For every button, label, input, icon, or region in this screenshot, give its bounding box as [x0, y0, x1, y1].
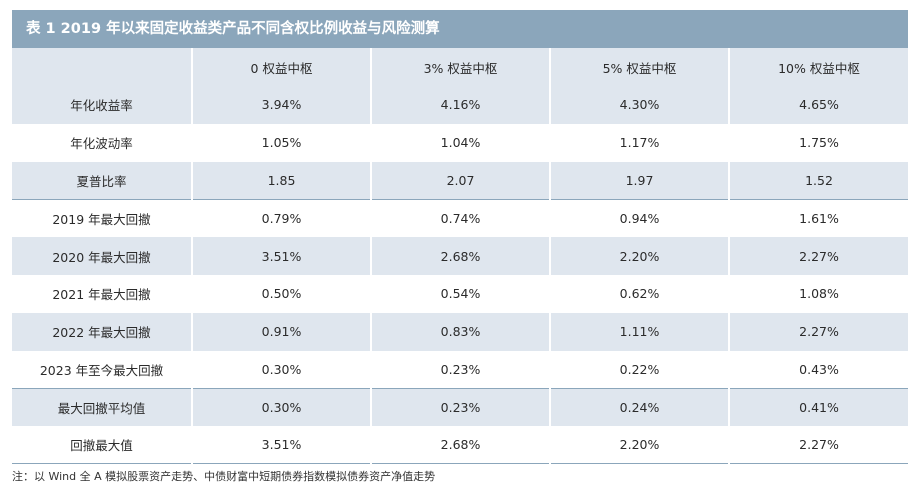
table-cell: 4.16% — [370, 86, 550, 124]
table-cell: 1.08% — [728, 274, 908, 313]
table-cell: 0.43% — [728, 350, 908, 389]
table-cell: 0.30% — [191, 387, 371, 427]
table-cell: 1.11% — [549, 312, 729, 351]
table-row: 年化收益率 3.94% 4.16% 4.30% 4.65% — [12, 86, 908, 124]
table-cell: 1.85 — [191, 161, 371, 200]
table-cell: 2.27% — [728, 237, 908, 275]
table-cell: 0.30% — [191, 350, 371, 389]
table-cell: 0.74% — [370, 198, 550, 238]
table-cell: 0.79% — [191, 198, 371, 238]
table-title: 表 1 2019 年以来固定收益类产品不同含权比例收益与风险测算 — [12, 10, 908, 48]
table-row: 2021 年最大回撤 0.50% 0.54% 0.62% 1.08% — [12, 274, 908, 313]
header-row: 0 权益中枢 3% 权益中枢 5% 权益中枢 10% 权益中枢 — [12, 48, 908, 86]
table-cell: 3.51% — [191, 426, 371, 465]
data-table: 0 权益中枢 3% 权益中枢 5% 权益中枢 10% 权益中枢 年化收益率 3.… — [12, 48, 908, 465]
table-cell: 0.83% — [370, 312, 550, 351]
table-note: 注：以 Wind 全 A 模拟股票资产走势、中债财富中短期债券指数模拟债券资产净… — [12, 470, 436, 483]
table-cell: 2.68% — [370, 426, 550, 465]
table-cell: 1.61% — [728, 198, 908, 238]
table-cell: 2.27% — [728, 312, 908, 351]
table-row: 夏普比率 1.85 2.07 1.97 1.52 — [12, 161, 908, 200]
table-row: 回撤最大值 3.51% 2.68% 2.20% 2.27% — [12, 426, 908, 465]
table-cell: 0.23% — [370, 350, 550, 389]
table-cell: 1.97 — [549, 161, 729, 200]
table-cell: 0.91% — [191, 312, 371, 351]
header-cell-equity-5: 5% 权益中枢 — [549, 48, 729, 86]
row-label: 年化波动率 — [12, 123, 192, 162]
table-cell: 0.50% — [191, 274, 371, 313]
table-cell: 2.20% — [549, 426, 729, 465]
table-cell: 1.17% — [549, 123, 729, 162]
table-cell: 1.52 — [728, 161, 908, 200]
row-label: 最大回撤平均值 — [12, 387, 192, 427]
row-label: 2020 年最大回撤 — [12, 237, 192, 275]
table-cell: 2.68% — [370, 237, 550, 275]
table-cell: 4.30% — [549, 86, 729, 124]
table-cell: 0.23% — [370, 387, 550, 427]
table-cell: 0.22% — [549, 350, 729, 389]
table-cell: 0.62% — [549, 274, 729, 313]
row-label: 2021 年最大回撤 — [12, 274, 192, 313]
table-cell: 0.41% — [728, 387, 908, 427]
header-cell-equity-10: 10% 权益中枢 — [728, 48, 908, 86]
table-cell: 1.04% — [370, 123, 550, 162]
table-cell: 0.54% — [370, 274, 550, 313]
table-cell: 2.07 — [370, 161, 550, 200]
table-row: 2022 年最大回撤 0.91% 0.83% 1.11% 2.27% — [12, 312, 908, 351]
table-row: 2019 年最大回撤 0.79% 0.74% 0.94% 1.61% — [12, 198, 908, 238]
table-row: 最大回撤平均值 0.30% 0.23% 0.24% 0.41% — [12, 387, 908, 427]
table-cell: 4.65% — [728, 86, 908, 124]
row-label: 夏普比率 — [12, 161, 192, 200]
table-row: 年化波动率 1.05% 1.04% 1.17% 1.75% — [12, 123, 908, 162]
table-cell: 2.20% — [549, 237, 729, 275]
row-label: 2019 年最大回撤 — [12, 198, 192, 238]
table-row: 2020 年最大回撤 3.51% 2.68% 2.20% 2.27% — [12, 237, 908, 275]
table-cell: 3.51% — [191, 237, 371, 275]
header-cell-equity-3: 3% 权益中枢 — [370, 48, 550, 86]
table-cell: 0.24% — [549, 387, 729, 427]
table-cell: 0.94% — [549, 198, 729, 238]
row-label: 回撤最大值 — [12, 426, 192, 465]
table-cell: 2.27% — [728, 426, 908, 465]
row-label: 年化收益率 — [12, 86, 192, 124]
table-row: 2023 年至今最大回撤 0.30% 0.23% 0.22% 0.43% — [12, 350, 908, 389]
table-cell: 3.94% — [191, 86, 371, 124]
header-cell-metric — [12, 48, 192, 86]
table-cell: 1.05% — [191, 123, 371, 162]
row-label: 2022 年最大回撤 — [12, 312, 192, 351]
table-cell: 1.75% — [728, 123, 908, 162]
row-label: 2023 年至今最大回撤 — [12, 350, 192, 389]
header-cell-equity-0: 0 权益中枢 — [191, 48, 371, 86]
